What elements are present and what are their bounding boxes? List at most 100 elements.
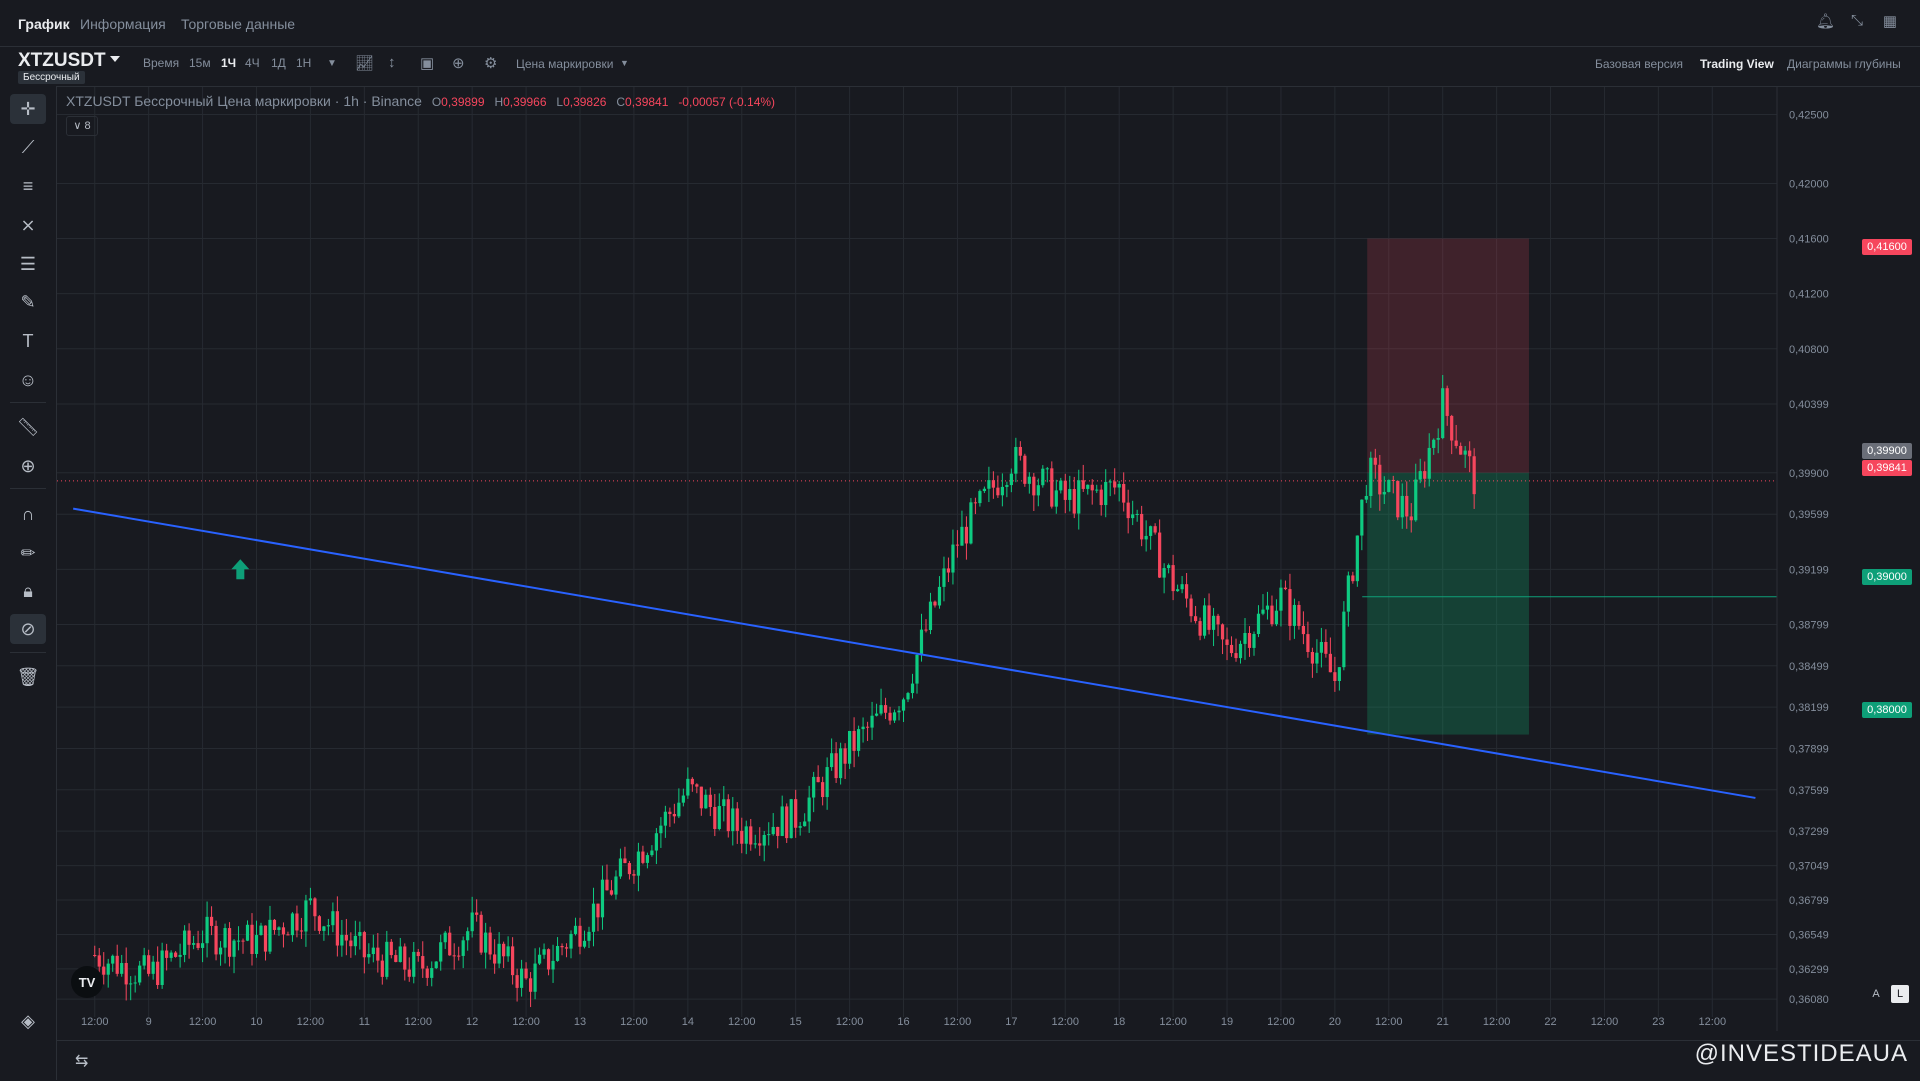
camera-icon[interactable]: ▣ [420, 55, 435, 72]
chart-area[interactable]: TV 0,42500 0,42000 0,41600 0,41200 0,40800 0,… [57, 87, 1857, 1031]
chart-type-icon[interactable]: 📈︎ [355, 55, 375, 72]
candle-body [587, 931, 591, 941]
tab-trading-data[interactable]: Торговые данные [181, 16, 296, 32]
tab-info[interactable]: Информация [80, 16, 166, 32]
candle-body [250, 924, 254, 954]
lock-icon[interactable]: 🔒︎ [23, 581, 33, 601]
candle-body [308, 898, 313, 901]
log-scale-button[interactable]: L [1891, 985, 1909, 1003]
legend-low: 0,39826 [563, 95, 607, 109]
add-icon[interactable]: ⊕ [452, 55, 465, 72]
symbol-selector[interactable]: XTZUSDT [18, 50, 106, 71]
tab-chart[interactable]: График [18, 16, 70, 32]
candle-body [996, 487, 1000, 496]
hide-drawings-icon[interactable]: ⊘ [10, 614, 46, 644]
candle-body [1279, 587, 1283, 611]
price-tick-label: 0,39900 [1789, 468, 1829, 480]
candle-body [906, 693, 910, 700]
candle-body [695, 784, 699, 787]
auto-scale-button[interactable]: A [1872, 988, 1880, 1000]
view-tradingview[interactable]: Trading View [1700, 57, 1774, 71]
time-tick-label: 12:00 [297, 1016, 325, 1028]
indicators-collapse-button[interactable]: ∨ 8 [66, 116, 98, 136]
candle-body [111, 955, 115, 964]
timeframe-1d[interactable]: 1Д [271, 56, 286, 70]
collapse-icon[interactable]: ⤡ [1850, 12, 1863, 29]
candle-body [879, 705, 883, 714]
chevron-down-icon[interactable] [110, 56, 120, 62]
ruler-icon[interactable]: 📏︎ [16, 417, 40, 437]
candle-body [1144, 535, 1148, 540]
candle-body [160, 950, 164, 985]
position-zones [57, 238, 1777, 735]
candle-body [771, 826, 775, 835]
candle-body [1171, 565, 1175, 592]
candle-body [138, 965, 142, 983]
candle-body [1346, 575, 1350, 612]
goto-date-icon[interactable]: ⇆ [75, 1053, 89, 1070]
candle-body [987, 480, 991, 489]
timeframe-4h[interactable]: 4Ч [245, 56, 260, 70]
candle-body [1014, 446, 1018, 474]
candle-body [1319, 641, 1323, 653]
candle-body [1238, 643, 1243, 659]
timeframe-15m[interactable]: 15м [189, 56, 211, 70]
candle-body [434, 961, 438, 969]
indicators-icon[interactable]: ↕ [388, 54, 396, 71]
timeframe-1w[interactable]: 1Н [296, 56, 312, 70]
price-chart[interactable]: TV 0,425000,420000,416000,412000,408000,… [57, 87, 1857, 1031]
settings-icon[interactable]: ⚙ [484, 55, 498, 72]
trash-icon[interactable]: 🗑︎ [16, 667, 40, 687]
price-axis: 0,42500 0,42000 0,41600 0,41200 0,40800 0,403… [1776, 87, 1829, 1031]
timeframe-dropdown-icon[interactable]: ▼ [327, 58, 337, 69]
candle-body [897, 710, 901, 713]
crosshair-icon[interactable]: ✛ [10, 94, 46, 124]
price-tick-label: 0,36549 [1789, 929, 1829, 941]
drawing-tools-sidebar: ✛ ⟋ ≡ ⨯ ☰ ✎ T ☺ 📏︎ ⊕ ∩ ✏ 🔒︎ ⊘ 🗑︎ ◈ [0, 86, 57, 1080]
candle-body [870, 715, 874, 728]
stop-price-label: 0,41600 [1862, 239, 1912, 255]
time-tick-label: 12:00 [404, 1016, 432, 1028]
chart-legend: XTZUSDT Бессрочный Цена маркировки · 1h … [66, 93, 775, 109]
layout-grid-icon[interactable]: ▦ [1882, 13, 1898, 30]
candle-body [1418, 471, 1422, 480]
bell-icon[interactable]: 🔔︎ [1816, 13, 1836, 30]
price-type-caret-icon[interactable]: ▼ [620, 58, 629, 68]
candle-body [839, 748, 843, 779]
view-basic[interactable]: Базовая версия [1595, 57, 1683, 71]
candle-body [295, 913, 299, 931]
candle-body [286, 934, 290, 936]
candle-body [919, 629, 924, 655]
brush-icon[interactable]: ✎ [20, 292, 36, 312]
candle-body [1337, 667, 1341, 681]
candle-body [147, 955, 151, 974]
magnet-icon[interactable]: ∩ [21, 504, 35, 524]
candle-body [915, 654, 919, 684]
pattern-icon[interactable]: ⨯ [20, 215, 36, 235]
text-icon[interactable]: T [22, 331, 34, 351]
candle-body [722, 799, 726, 807]
price-type-selector[interactable]: Цена маркировки [516, 57, 614, 71]
lock-drawing-icon[interactable]: ✏ [20, 543, 36, 563]
timeframe-1h[interactable]: 1Ч [221, 56, 237, 70]
candle-body [335, 911, 339, 946]
candle-body [1405, 495, 1409, 517]
candle-body [1072, 489, 1076, 514]
time-tick-label: 12 [466, 1016, 478, 1028]
emoji-icon[interactable]: ☺ [18, 370, 38, 390]
candle-body [681, 795, 685, 803]
candle-body [223, 928, 227, 948]
candle-body [569, 933, 573, 949]
fibonacci-icon[interactable]: ☰ [19, 254, 37, 274]
top-bar: График Информация Торговые данные 🔔︎ ⤡ ▦ [0, 0, 1920, 47]
candle-body [753, 843, 757, 845]
trend-line-icon[interactable]: ⟋ [21, 137, 35, 157]
candle-body [272, 919, 277, 930]
candle-body [1243, 632, 1247, 644]
view-depth[interactable]: Диаграммы глубины [1787, 57, 1901, 71]
horizontal-lines-icon[interactable]: ≡ [22, 176, 34, 196]
layers-icon[interactable]: ◈ [21, 1011, 35, 1031]
candle-body [380, 960, 384, 977]
zoom-icon[interactable]: ⊕ [20, 456, 36, 476]
candles [93, 374, 1476, 1008]
